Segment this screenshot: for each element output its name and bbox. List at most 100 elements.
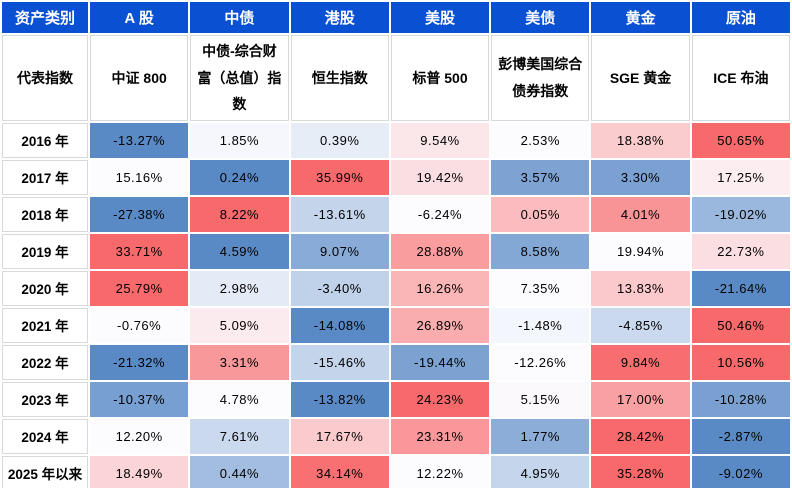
return-value-cell: 2.98% bbox=[190, 270, 289, 306]
return-value-cell: 35.28% bbox=[591, 455, 690, 488]
year-label-cell: 2023 年 bbox=[2, 381, 88, 417]
index-name-cell-0: 中证 800 bbox=[90, 35, 189, 121]
return-value-cell: 22.73% bbox=[691, 233, 790, 269]
return-value-cell: -10.37% bbox=[90, 381, 189, 417]
return-value-cell: 4.59% bbox=[190, 233, 289, 269]
return-value-cell: 9.84% bbox=[591, 344, 690, 380]
year-label-cell: 2020 年 bbox=[2, 270, 88, 306]
return-value-cell: 35.99% bbox=[290, 159, 389, 195]
table-head: 资产类别 A 股中债 港股 美股 美债 黄金 原油 代表指数 中证 800 中债-综合财富（总值）… bbox=[2, 2, 790, 121]
return-value-cell: -19.02% bbox=[691, 196, 790, 232]
return-value-cell: 16.26% bbox=[390, 270, 490, 306]
index-name-cell-1: 中债-综合财富（总值）指数 bbox=[190, 35, 289, 121]
return-value-cell: 18.38% bbox=[591, 122, 690, 158]
return-value-cell: -0.76% bbox=[90, 307, 189, 343]
return-value-cell: 1.77% bbox=[491, 418, 590, 454]
year-label-cell: 2022 年 bbox=[2, 344, 88, 380]
year-row-2019年: 2019 年 33.71% 4.59% 9.07% 28.88% 8.58% 19.94% 2… bbox=[2, 233, 790, 269]
return-value-cell: 10.56% bbox=[691, 344, 790, 380]
return-value-cell: 18.49% bbox=[90, 455, 189, 488]
return-value-cell: -3.40% bbox=[290, 270, 389, 306]
return-value-cell: 17.00% bbox=[591, 381, 690, 417]
return-value-cell: 24.23% bbox=[390, 381, 490, 417]
index-name-cell-5: SGE 黄金 bbox=[591, 35, 690, 121]
return-value-cell: 34.14% bbox=[290, 455, 389, 488]
asset-class-header-2: 港股 bbox=[290, 2, 389, 33]
year-row-2022年: 2022 年 -21.32% 3.31% -15.46% -19.44% -12.26% 9… bbox=[2, 344, 790, 380]
return-value-cell: 5.15% bbox=[491, 381, 590, 417]
return-value-cell: 17.67% bbox=[290, 418, 389, 454]
year-label-cell: 2021 年 bbox=[2, 307, 88, 343]
return-value-cell: 50.46% bbox=[691, 307, 790, 343]
return-value-cell: 4.78% bbox=[190, 381, 289, 417]
year-row-2016年: 2016 年 -13.27% 1.85% 0.39% 9.54% 2.53% 18.38% 5… bbox=[2, 122, 790, 158]
year-row-2023年: 2023 年 -10.37% 4.78% -13.82% 24.23% 5.15% 17.0… bbox=[2, 381, 790, 417]
asset-class-header-4: 美债 bbox=[491, 2, 590, 33]
corner-header-cell: 资产类别 bbox=[2, 2, 88, 33]
return-value-cell: 15.16% bbox=[90, 159, 189, 195]
return-value-cell: -2.87% bbox=[691, 418, 790, 454]
return-value-cell: 4.95% bbox=[491, 455, 590, 488]
return-value-cell: -21.64% bbox=[691, 270, 790, 306]
index-name-row: 代表指数 中证 800 中债-综合财富（总值）指数 恒生指数 标普 500 彭博美国综合债… bbox=[2, 35, 790, 121]
return-value-cell: -9.02% bbox=[691, 455, 790, 488]
return-value-cell: 1.85% bbox=[190, 122, 289, 158]
year-row-2017年: 2017 年 15.16% 0.24% 35.99% 19.42% 3.57% 3.30% 1… bbox=[2, 159, 790, 195]
return-value-cell: 7.61% bbox=[190, 418, 289, 454]
index-name-cell-6: ICE 布油 bbox=[691, 35, 790, 121]
year-row-2025年以来: 2025 年以来 18.49% 0.44% 34.14% 12.22% 4.95% 35.2… bbox=[2, 455, 790, 488]
return-value-cell: -15.46% bbox=[290, 344, 389, 380]
return-value-cell: -13.82% bbox=[290, 381, 389, 417]
return-value-cell: 23.31% bbox=[390, 418, 490, 454]
return-value-cell: 19.42% bbox=[390, 159, 490, 195]
return-value-cell: 3.57% bbox=[491, 159, 590, 195]
return-value-cell: 28.42% bbox=[591, 418, 690, 454]
return-value-cell: 3.31% bbox=[190, 344, 289, 380]
return-value-cell: -12.26% bbox=[491, 344, 590, 380]
return-value-cell: -19.44% bbox=[390, 344, 490, 380]
asset-class-header-6: 原油 bbox=[691, 2, 790, 33]
return-value-cell: 8.22% bbox=[190, 196, 289, 232]
return-value-cell: 9.07% bbox=[290, 233, 389, 269]
return-value-cell: 26.89% bbox=[390, 307, 490, 343]
return-value-cell: 3.30% bbox=[591, 159, 690, 195]
return-value-cell: 19.94% bbox=[591, 233, 690, 269]
year-label-cell: 2025 年以来 bbox=[2, 455, 88, 488]
return-value-cell: -27.38% bbox=[90, 196, 189, 232]
asset-class-header-1: 中债 bbox=[190, 2, 289, 33]
return-value-cell: 25.79% bbox=[90, 270, 189, 306]
return-value-cell: -1.48% bbox=[491, 307, 590, 343]
return-value-cell: -13.61% bbox=[290, 196, 389, 232]
return-value-cell: 4.01% bbox=[591, 196, 690, 232]
index-row-label: 代表指数 bbox=[2, 35, 88, 121]
return-value-cell: -13.27% bbox=[90, 122, 189, 158]
return-value-cell: 12.22% bbox=[390, 455, 490, 488]
return-value-cell: 8.58% bbox=[491, 233, 590, 269]
year-row-2021年: 2021 年 -0.76% 5.09% -14.08% 26.89% -1.48% -4.8… bbox=[2, 307, 790, 343]
return-value-cell: 28.88% bbox=[390, 233, 490, 269]
return-value-cell: -21.32% bbox=[90, 344, 189, 380]
index-name-cell-2: 恒生指数 bbox=[290, 35, 389, 121]
asset-class-header-row: 资产类别 A 股中债 港股 美股 美债 黄金 原油 bbox=[2, 2, 790, 33]
year-row-2018年: 2018 年 -27.38% 8.22% -13.61% -6.24% 0.05% 4.01… bbox=[2, 196, 790, 232]
year-label-cell: 2016 年 bbox=[2, 122, 88, 158]
return-value-cell: 33.71% bbox=[90, 233, 189, 269]
return-value-cell: -10.28% bbox=[691, 381, 790, 417]
return-value-cell: 50.65% bbox=[691, 122, 790, 158]
year-label-cell: 2019 年 bbox=[2, 233, 88, 269]
return-value-cell: 7.35% bbox=[491, 270, 590, 306]
return-value-cell: 5.09% bbox=[190, 307, 289, 343]
return-value-cell: -4.85% bbox=[591, 307, 690, 343]
return-value-cell: 0.05% bbox=[491, 196, 590, 232]
year-row-2020年: 2020 年 25.79% 2.98% -3.40% 16.26% 7.35% 13.83%… bbox=[2, 270, 790, 306]
index-name-cell-4: 彭博美国综合债券指数 bbox=[491, 35, 590, 121]
year-label-cell: 2024 年 bbox=[2, 418, 88, 454]
table-body: 2016 年 -13.27% 1.85% 0.39% 9.54% 2.53% 18.38% 5… bbox=[2, 122, 790, 488]
return-value-cell: 0.39% bbox=[290, 122, 389, 158]
return-value-cell: -14.08% bbox=[290, 307, 389, 343]
year-label-cell: 2018 年 bbox=[2, 196, 88, 232]
index-name-cell-3: 标普 500 bbox=[390, 35, 490, 121]
return-value-cell: 0.44% bbox=[190, 455, 289, 488]
